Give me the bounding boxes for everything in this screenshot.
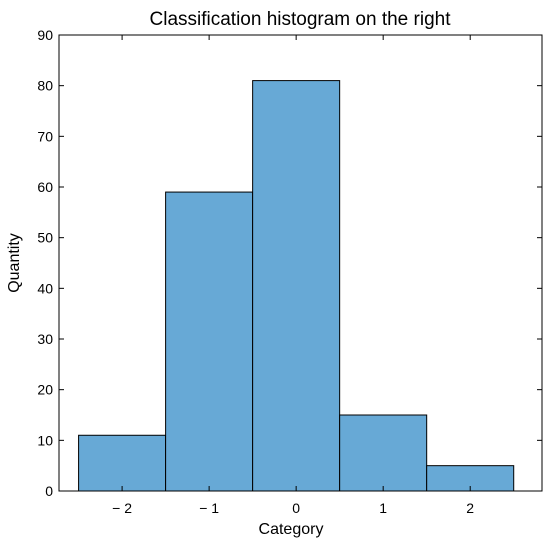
- y-tick-label-4: 40: [37, 280, 53, 296]
- x-tick-label-0: − 2: [112, 500, 132, 516]
- y-tick-label-9: 90: [37, 27, 53, 43]
- y-tick-label-3: 30: [37, 331, 53, 347]
- bar-2: [252, 80, 341, 492]
- y-tick-label-2: 20: [37, 382, 53, 398]
- bar-3: [339, 414, 428, 492]
- x-axis-label: Category: [259, 521, 324, 538]
- y-tick-label-5: 50: [37, 230, 53, 246]
- y-axis-label: Quantity: [6, 233, 23, 293]
- x-tick-label-4: 2: [466, 500, 474, 516]
- y-tick-label-1: 10: [37, 432, 53, 448]
- bars-group: [78, 80, 515, 492]
- chart-title: Classification histogram on the right: [150, 9, 452, 30]
- plot-frame: [58, 34, 543, 492]
- bar-1: [165, 191, 254, 492]
- bar-0: [78, 434, 167, 492]
- x-tick-label-1: − 1: [199, 500, 219, 516]
- y-tick-label-7: 70: [37, 128, 53, 144]
- y-tick-label-6: 60: [37, 179, 53, 195]
- x-tick-label-3: 1: [379, 500, 387, 516]
- y-tick-label-8: 80: [37, 78, 53, 94]
- x-tick-label-2: 0: [292, 500, 300, 516]
- ticks-group: 0 10 20 30 40 50 60 70 80 90 − 2 − 1 0 1 2: [37, 27, 542, 516]
- y-tick-label-0: 0: [45, 483, 53, 499]
